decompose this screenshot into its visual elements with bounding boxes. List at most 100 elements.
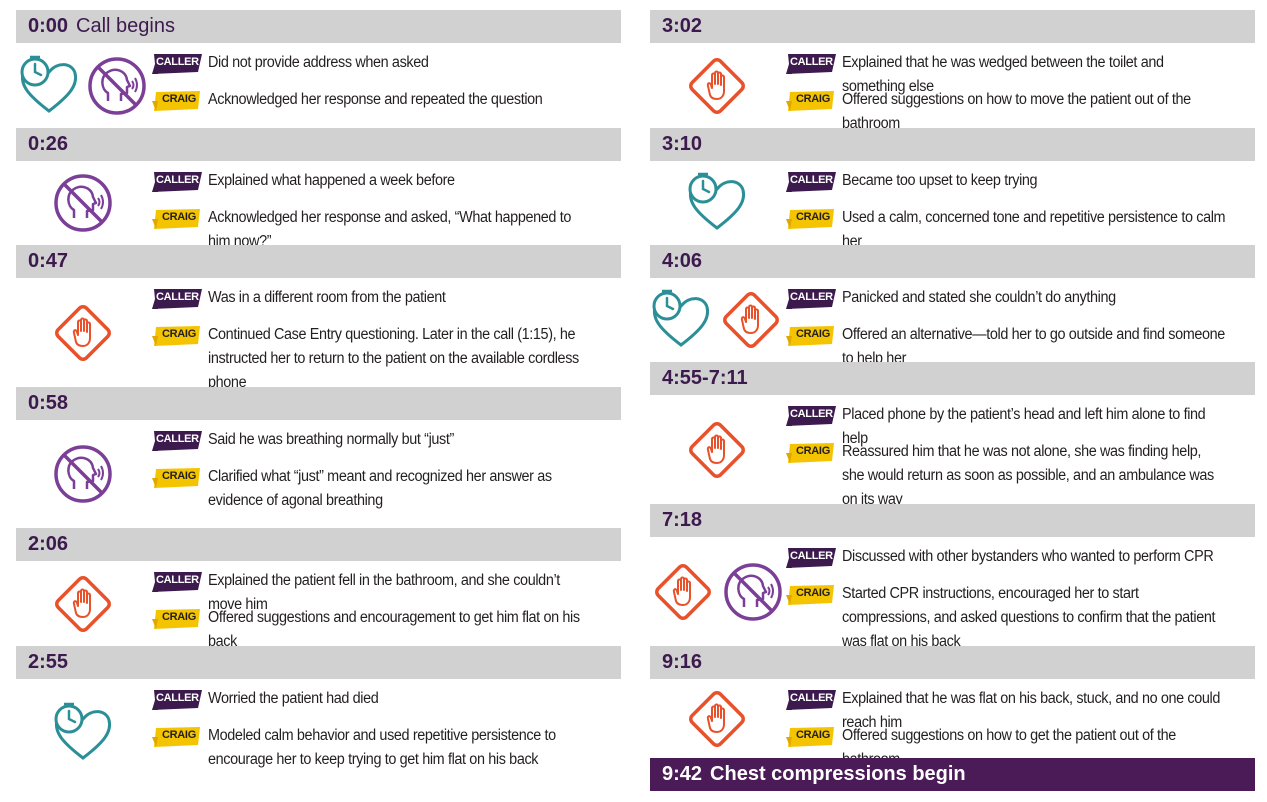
caller-text: Discussed with other bystanders who want… [842,548,1214,565]
caller-text: Explained that he was flat on his back, … [842,690,1221,731]
caller-tag-label: CALLER [156,433,199,445]
clock-heart-icon [686,172,748,234]
timestamp: 2:55 [28,651,69,673]
caller-row: CALLER Panicked and stated she couldn’t d… [784,286,1255,311]
timestamp: 7:18 [662,509,703,531]
craig-tag-label: CRAIG [796,445,830,457]
time-bar: 9:16 [650,646,1255,679]
stop-hand-icon [684,686,750,752]
caller-tag: CALLER [150,52,204,76]
final-label: Chest compressions begin [710,763,966,785]
timeline-right-column: 3:02 CALLER Explained that he was wedged b… [650,10,1255,768]
craig-tag: CRAIG [784,207,838,231]
timeline-entry: 7:18 CALLER Discussed with other bystander… [650,504,1255,650]
time-bar: 0:58 [16,387,621,420]
caller-tag: CALLER [150,688,204,712]
caller-row: CALLER Became too upset to keep trying [784,169,1255,194]
timestamp: 4:55-7:11 [662,367,748,389]
caller-text: Explained what happened a week before [208,172,455,189]
entry-body: CALLER Was in a different room from the p… [16,278,621,391]
stop-hand-icon [684,53,750,119]
caller-row: CALLER Said he was breathing normally but… [150,428,621,453]
time-bar: 2:55 [16,646,621,679]
stop-hand-icon [50,300,116,366]
time-bar: 4:55-7:11 [650,362,1255,395]
timeline-entry: 4:06 CALLER Panicked and stated she couldn… [650,245,1255,367]
timeline-entry: 2:55 CALLER Worried the patient had died CR… [16,646,621,786]
caller-row: CALLER Worried the patient had died [150,687,621,712]
caller-tag-label: CALLER [790,174,833,186]
caller-text: Worried the patient had died [208,690,379,707]
craig-tag-label: CRAIG [162,211,196,223]
craig-row: CRAIG Modeled calm behavior and used repe… [150,724,621,772]
timeline-entry: 0:47 CALLER Was in a different room from t… [16,245,621,391]
timeline-entry: 3:02 CALLER Explained that he was wedged b… [650,10,1255,132]
caller-tag: CALLER [150,429,204,453]
caller-tag-label: CALLER [156,174,199,186]
craig-tag-label: CRAIG [796,93,830,105]
craig-row: CRAIG Clarified what “just” meant and rec… [150,465,621,513]
craig-tag-label: CRAIG [162,611,196,623]
craig-text: Reassured him that he was not alone, she… [842,443,1214,508]
time-bar: 0:26 [16,128,621,161]
caller-tag: CALLER [784,404,838,428]
entry-icons [16,278,150,387]
timestamp: 4:06 [662,250,703,272]
timeline-entry: 9:16 CALLER Explained that he was flat on … [650,646,1255,768]
craig-row: CRAIG Continued Case Entry questioning. L… [150,323,621,395]
stop-hand-icon [684,417,750,483]
craig-row: CRAIG Offered suggestions on how to move … [784,88,1255,136]
caller-text: Explained the patient fell in the bathro… [208,572,560,613]
no-speaking-icon [52,172,114,234]
craig-row: CRAIG Offered suggestions and encourageme… [150,606,621,654]
timeline-entry: 0:00 Call begins CALLER Did not provide add… [16,10,621,128]
caller-text: Panicked and stated she couldn’t do anyt… [842,289,1116,306]
time-bar: 3:02 [650,10,1255,43]
caller-tag-label: CALLER [790,692,833,704]
craig-text: Clarified what “just” meant and recogniz… [208,468,552,509]
craig-row: CRAIG Offered suggestions on how to get t… [784,724,1255,772]
no-speaking-icon [722,561,784,623]
craig-tag: CRAIG [150,725,204,749]
caller-tag-label: CALLER [790,408,833,420]
craig-text: Acknowledged her response and repeated t… [208,91,543,108]
timestamp: 9:16 [662,651,703,673]
caller-tag-label: CALLER [156,574,199,586]
no-speaking-icon [86,55,148,117]
time-bar: 0:47 [16,245,621,278]
craig-text: Offered suggestions on how to move the p… [842,91,1191,132]
timestamp: 3:02 [662,15,703,37]
caller-text: Explained that he was wedged between the… [842,54,1164,95]
clock-heart-icon [18,55,80,117]
entry-body: CALLER Placed phone by the patient’s head… [650,395,1255,508]
entry-body: CALLER Explained the patient fell in the … [16,561,621,650]
caller-row: CALLER Did not provide address when asked [150,51,621,76]
caller-tag: CALLER [784,170,838,194]
caller-row: CALLER Explained that he was wedged betwe… [784,51,1255,99]
craig-tag: CRAIG [784,89,838,113]
entry-icons [650,161,784,245]
entry-icons [650,43,784,128]
caller-tag-label: CALLER [790,291,833,303]
clock-heart-icon [52,702,114,764]
timeline-entry: 2:06 CALLER Explained the patient fell in … [16,528,621,650]
caller-text: Became too upset to keep trying [842,172,1038,189]
caller-text: Placed phone by the patient’s head and l… [842,406,1206,447]
stop-hand-icon [650,559,716,625]
craig-row: CRAIG Started CPR instructions, encourage… [784,582,1255,654]
entry-icons [650,679,784,758]
craig-row: CRAIG Acknowledged her response and repea… [150,88,621,113]
craig-tag: CRAIG [150,466,204,490]
entry-icons [16,43,150,128]
entry-icons [650,395,784,504]
final-time: 9:42 [662,763,703,785]
caller-text: Was in a different room from the patient [208,289,446,306]
entry-body: CALLER Explained that he was wedged betwe… [650,43,1255,132]
craig-tag-label: CRAIG [162,328,196,340]
stop-hand-icon [718,287,784,353]
caller-tag: CALLER [150,170,204,194]
timeline-entry: 0:26 CALLER Explained what happened a week… [16,128,621,250]
caller-tag: CALLER [150,287,204,311]
craig-tag: CRAIG [784,583,838,607]
caller-tag-label: CALLER [790,56,833,68]
